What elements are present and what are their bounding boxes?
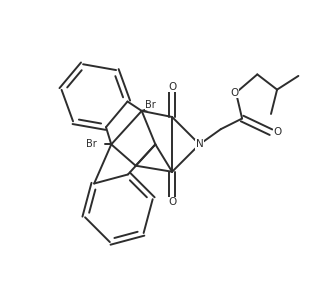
Text: O: O	[274, 127, 282, 137]
Text: O: O	[230, 88, 239, 98]
Text: Br: Br	[86, 139, 97, 150]
Text: Br: Br	[145, 100, 156, 110]
Text: O: O	[168, 197, 176, 207]
Text: O: O	[168, 82, 176, 91]
Text: N: N	[196, 139, 203, 150]
